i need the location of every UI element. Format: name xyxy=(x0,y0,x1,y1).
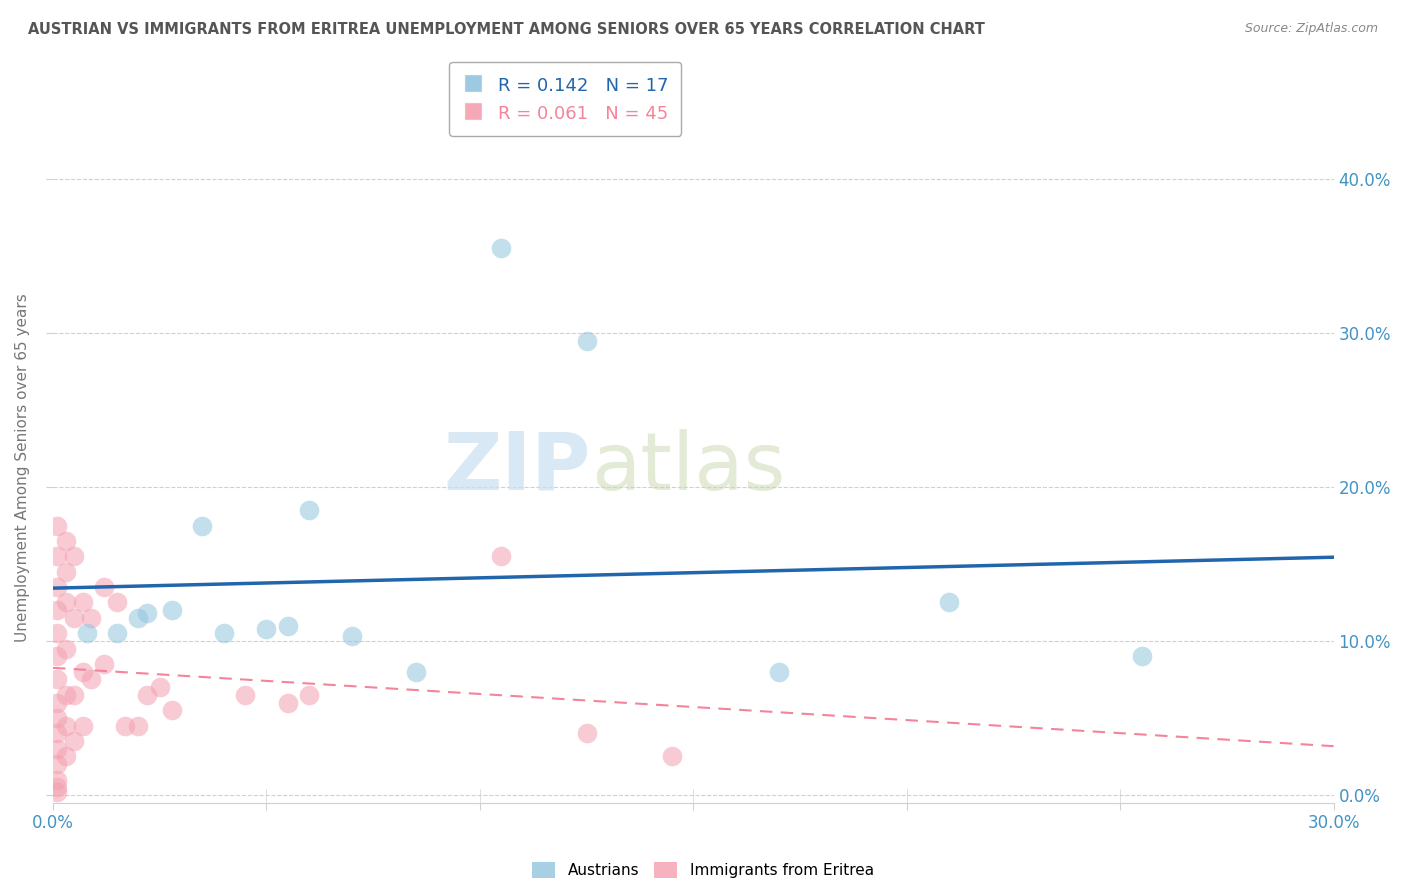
Point xyxy=(80,673,103,687)
Text: Source: ZipAtlas.com: Source: ZipAtlas.com xyxy=(1244,22,1378,36)
Point xyxy=(72,718,94,732)
Point xyxy=(72,595,94,609)
Point xyxy=(768,665,790,679)
Point xyxy=(55,595,77,609)
Text: atlas: atlas xyxy=(591,429,785,507)
Point xyxy=(277,618,299,632)
Legend: R = 0.142   N = 17, R = 0.061   N = 45: R = 0.142 N = 17, R = 0.061 N = 45 xyxy=(450,62,681,136)
Point xyxy=(233,688,256,702)
Point xyxy=(93,580,115,594)
Point xyxy=(55,749,77,764)
Point xyxy=(575,726,598,740)
Point xyxy=(489,549,512,564)
Point xyxy=(298,688,321,702)
Point xyxy=(46,549,69,564)
Point xyxy=(340,629,363,643)
Point xyxy=(63,549,86,564)
Point xyxy=(277,696,299,710)
Point xyxy=(46,603,69,617)
Point xyxy=(72,665,94,679)
Point xyxy=(55,565,77,579)
Point xyxy=(55,688,77,702)
Point xyxy=(938,595,960,609)
Point xyxy=(135,688,157,702)
Point xyxy=(46,649,69,664)
Point xyxy=(46,772,69,787)
Point xyxy=(127,611,149,625)
Point xyxy=(105,595,128,609)
Point xyxy=(63,688,86,702)
Point xyxy=(63,734,86,748)
Point xyxy=(93,657,115,671)
Point xyxy=(162,603,184,617)
Point xyxy=(76,626,98,640)
Point xyxy=(46,741,69,756)
Point xyxy=(114,718,136,732)
Point xyxy=(46,673,69,687)
Point xyxy=(46,696,69,710)
Point xyxy=(46,726,69,740)
Point xyxy=(661,749,683,764)
Y-axis label: Unemployment Among Seniors over 65 years: Unemployment Among Seniors over 65 years xyxy=(15,293,30,642)
Point xyxy=(55,718,77,732)
Point xyxy=(149,680,172,694)
Text: ZIP: ZIP xyxy=(443,429,591,507)
Point xyxy=(575,334,598,348)
Point xyxy=(405,665,427,679)
Point xyxy=(212,626,235,640)
Point xyxy=(46,757,69,772)
Point xyxy=(162,703,184,717)
Point xyxy=(254,622,277,636)
Point xyxy=(46,780,69,795)
Point xyxy=(127,718,149,732)
Point xyxy=(80,611,103,625)
Point xyxy=(46,518,69,533)
Point xyxy=(55,641,77,656)
Point xyxy=(135,607,157,621)
Point xyxy=(191,518,214,533)
Text: AUSTRIAN VS IMMIGRANTS FROM ERITREA UNEMPLOYMENT AMONG SENIORS OVER 65 YEARS COR: AUSTRIAN VS IMMIGRANTS FROM ERITREA UNEM… xyxy=(28,22,986,37)
Point xyxy=(46,711,69,725)
Point xyxy=(55,533,77,548)
Point xyxy=(1130,649,1153,664)
Legend: Austrians, Immigrants from Eritrea: Austrians, Immigrants from Eritrea xyxy=(526,856,880,884)
Point xyxy=(63,611,86,625)
Point xyxy=(105,626,128,640)
Point xyxy=(489,242,512,256)
Point xyxy=(298,503,321,517)
Point xyxy=(46,580,69,594)
Point xyxy=(46,626,69,640)
Point xyxy=(46,785,69,799)
